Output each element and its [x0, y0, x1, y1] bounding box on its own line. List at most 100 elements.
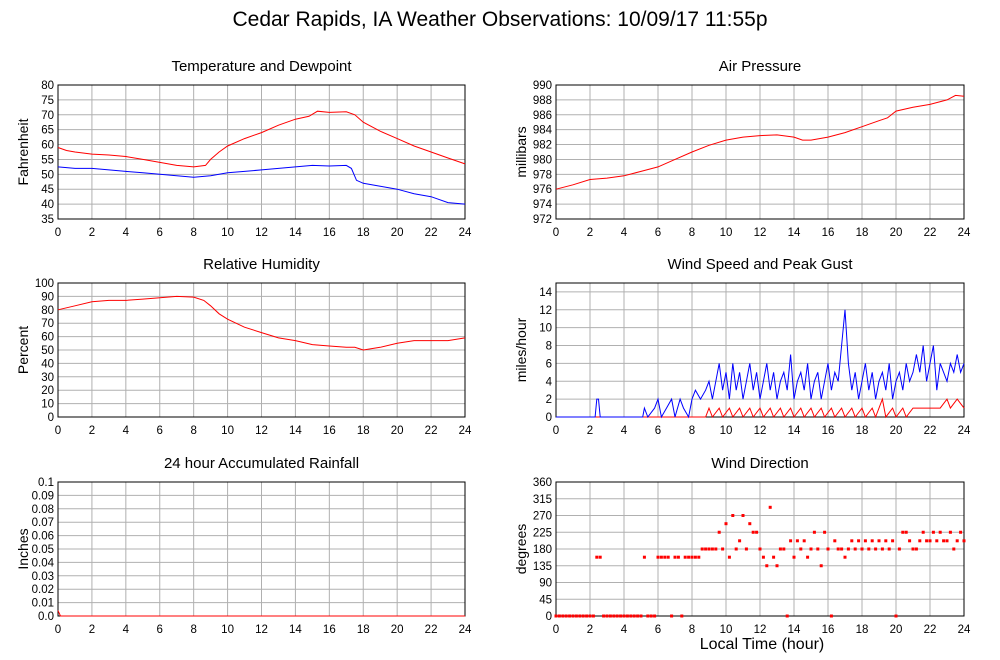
y-tick-label: 270	[533, 511, 552, 523]
x-tick-label: 20	[391, 624, 404, 636]
plot-frame	[555, 282, 965, 418]
y-tick-label: 65	[41, 125, 54, 137]
x-tick-label: 18	[856, 425, 869, 437]
data-point	[792, 555, 796, 559]
data-point	[802, 539, 806, 543]
y-tick-label: 90	[539, 578, 552, 590]
data-point	[812, 530, 816, 534]
data-point	[663, 555, 667, 559]
data-point	[846, 547, 850, 551]
x-tick-label: 0	[553, 624, 559, 636]
data-point	[857, 539, 861, 543]
data-point	[653, 614, 657, 618]
y-tick-label: 0.06	[32, 531, 54, 543]
y-tick-label: 978	[533, 169, 552, 181]
data-point	[676, 555, 680, 559]
x-tick-label: 4	[123, 624, 130, 636]
data-point	[649, 614, 653, 618]
x-tick-label: 16	[323, 425, 336, 437]
y-tick-label: 0.02	[32, 584, 54, 596]
y-tick-label: 988	[533, 95, 552, 107]
x-tick-label: 18	[856, 227, 869, 239]
data-point	[887, 547, 891, 551]
x-tick-label: 6	[157, 624, 163, 636]
x-tick-label: 4	[621, 624, 628, 636]
chart-title: Relative Humidity	[203, 256, 320, 273]
data-point	[697, 555, 701, 559]
x-tick-label: 6	[157, 425, 163, 437]
data-point	[823, 530, 827, 534]
data-point	[880, 547, 884, 551]
data-point	[785, 614, 789, 618]
data-point	[727, 555, 731, 559]
x-tick-label: 18	[357, 425, 370, 437]
y-tick-label: 984	[533, 125, 553, 137]
chart-rain: 24 hour Accumulated RainfallInches0.00.0…	[15, 455, 472, 636]
data-point	[850, 539, 854, 543]
plot-frame	[555, 481, 965, 617]
data-point	[955, 539, 959, 543]
data-point	[639, 614, 643, 618]
x-tick-label: 10	[720, 425, 733, 437]
data-point	[925, 539, 929, 543]
data-point	[772, 555, 776, 559]
x-tick-label: 22	[425, 425, 438, 437]
y-axis-label: miles/hour	[513, 317, 529, 382]
data-point	[659, 555, 663, 559]
x-tick-label: 12	[255, 227, 268, 239]
x-tick-label: 14	[289, 425, 302, 437]
data-point	[598, 555, 602, 559]
data-point	[931, 530, 935, 534]
y-tick-label: 10	[539, 323, 552, 335]
data-point	[642, 555, 646, 559]
x-tick-label: 14	[788, 425, 801, 437]
data-point	[707, 547, 711, 551]
y-tick-label: 315	[533, 494, 552, 506]
x-tick-label: 20	[890, 227, 903, 239]
data-point	[574, 614, 578, 618]
x-tick-label: 2	[89, 227, 95, 239]
data-point	[683, 555, 687, 559]
data-point	[948, 530, 952, 534]
x-tick-label: 12	[754, 425, 767, 437]
data-point	[908, 539, 912, 543]
y-tick-label: 50	[41, 169, 54, 181]
x-tick-label: 24	[459, 227, 472, 239]
data-point	[867, 547, 871, 551]
x-tick-label: 10	[221, 425, 234, 437]
y-tick-label: 0	[546, 412, 552, 424]
x-tick-label: 6	[157, 227, 163, 239]
x-tick-label: 24	[459, 425, 472, 437]
data-point	[751, 530, 755, 534]
data-point	[901, 530, 905, 534]
y-tick-label: 180	[533, 544, 552, 556]
x-tick-label: 24	[958, 624, 971, 636]
data-point	[605, 614, 609, 618]
x-tick-label: 22	[924, 624, 937, 636]
x-tick-label: 6	[655, 425, 661, 437]
y-tick-label: 135	[533, 561, 552, 573]
y-tick-label: 0	[546, 611, 552, 623]
x-tick-label: 22	[425, 624, 438, 636]
y-tick-label: 50	[41, 345, 54, 357]
x-tick-label: 10	[221, 227, 234, 239]
data-point	[721, 547, 725, 551]
x-tick-label: 14	[289, 227, 302, 239]
x-tick-label: 6	[655, 624, 661, 636]
data-point	[789, 539, 793, 543]
data-point	[942, 539, 946, 543]
x-tick-label: 16	[822, 425, 835, 437]
series-line-0	[555, 94, 965, 190]
x-tick-label: 8	[689, 227, 695, 239]
data-point	[761, 555, 765, 559]
data-point	[680, 614, 684, 618]
x-tick-label: 0	[553, 227, 559, 239]
x-tick-label: 14	[289, 624, 302, 636]
data-point	[755, 530, 759, 534]
y-tick-label: 14	[539, 287, 552, 299]
y-tick-label: 30	[41, 372, 54, 384]
y-tick-label: 0.05	[32, 544, 54, 556]
x-tick-label: 4	[621, 227, 628, 239]
chart-temp: Temperature and DewpointFahrenheit354045…	[15, 58, 472, 239]
x-tick-label: 0	[55, 425, 61, 437]
